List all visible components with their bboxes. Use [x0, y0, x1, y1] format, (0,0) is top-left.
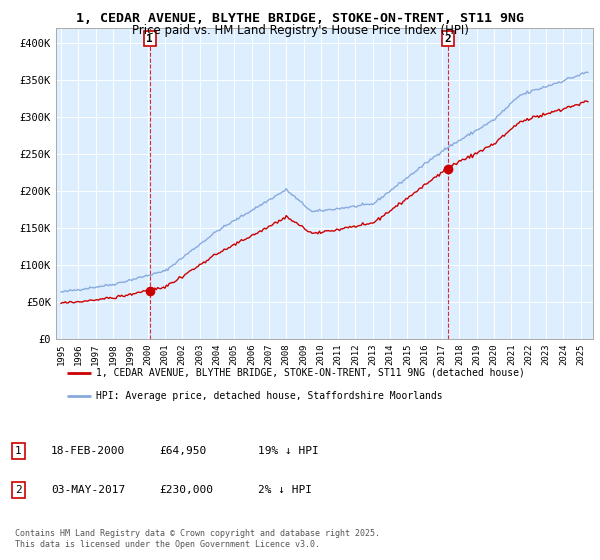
Text: 1, CEDAR AVENUE, BLYTHE BRIDGE, STOKE-ON-TRENT, ST11 9NG (detached house): 1, CEDAR AVENUE, BLYTHE BRIDGE, STOKE-ON…	[96, 367, 525, 377]
Text: 2: 2	[445, 34, 451, 44]
Text: Price paid vs. HM Land Registry's House Price Index (HPI): Price paid vs. HM Land Registry's House …	[131, 24, 469, 36]
Text: 2: 2	[15, 485, 22, 495]
Text: HPI: Average price, detached house, Staffordshire Moorlands: HPI: Average price, detached house, Staf…	[96, 391, 443, 401]
Text: 18-FEB-2000: 18-FEB-2000	[51, 446, 125, 456]
Text: 19% ↓ HPI: 19% ↓ HPI	[258, 446, 319, 456]
Text: £64,950: £64,950	[159, 446, 206, 456]
Text: 03-MAY-2017: 03-MAY-2017	[51, 485, 125, 495]
Text: 1, CEDAR AVENUE, BLYTHE BRIDGE, STOKE-ON-TRENT, ST11 9NG: 1, CEDAR AVENUE, BLYTHE BRIDGE, STOKE-ON…	[76, 12, 524, 25]
Text: 1: 1	[15, 446, 22, 456]
Text: £230,000: £230,000	[159, 485, 213, 495]
Text: 2% ↓ HPI: 2% ↓ HPI	[258, 485, 312, 495]
Text: Contains HM Land Registry data © Crown copyright and database right 2025.
This d: Contains HM Land Registry data © Crown c…	[15, 529, 380, 549]
Text: 1: 1	[146, 34, 153, 44]
